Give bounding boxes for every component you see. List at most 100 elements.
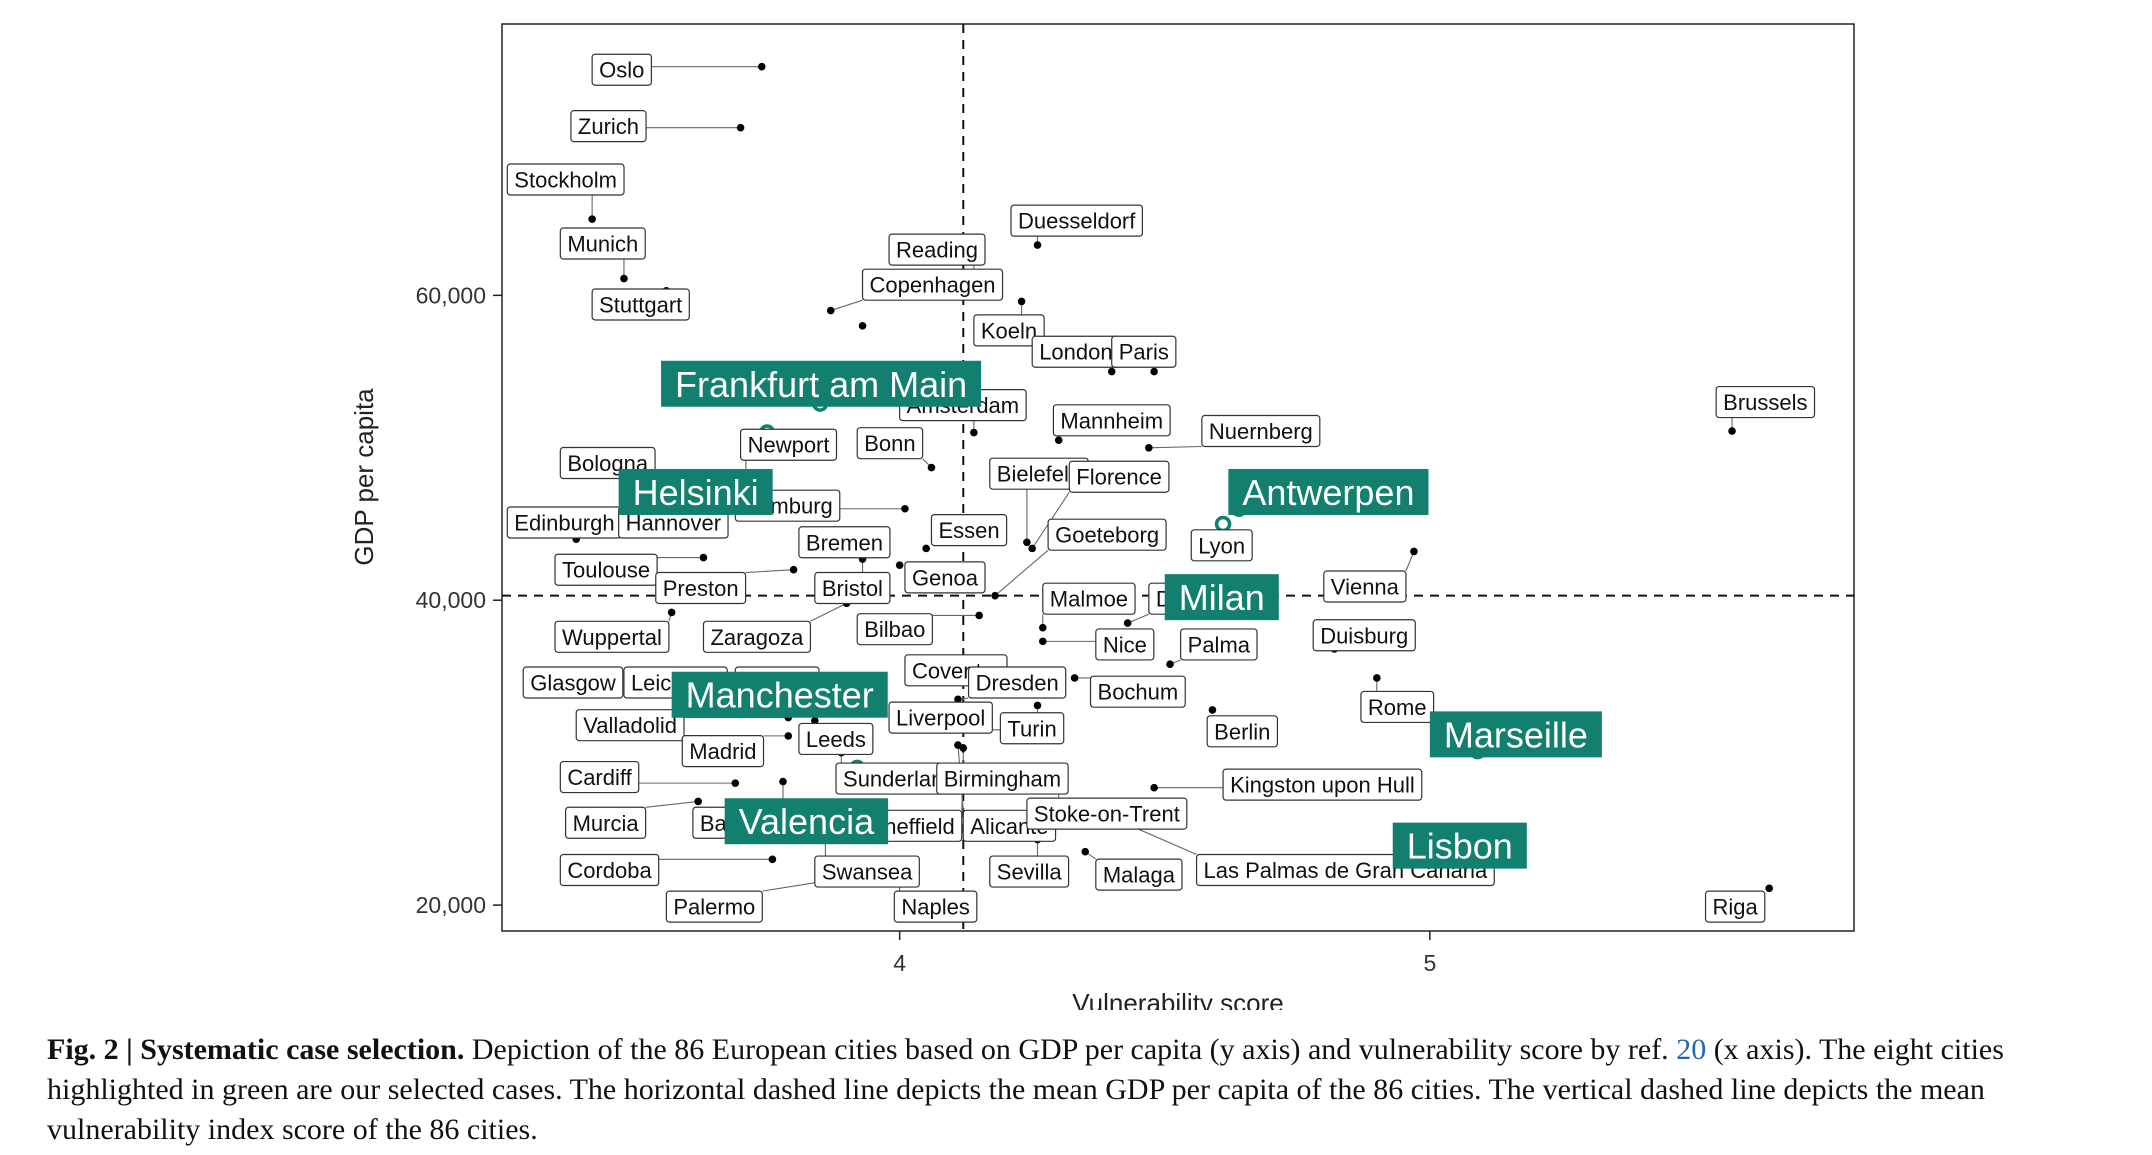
selected-city-label-box <box>1429 711 1602 758</box>
city-label-box <box>967 666 1067 699</box>
city-label-box <box>570 110 647 143</box>
label-connector <box>1127 613 1150 624</box>
city-point <box>991 591 999 600</box>
city-point <box>768 855 777 864</box>
city-label: Stoke-on-Trent <box>1034 802 1180 827</box>
city-label: Turin <box>1007 716 1056 741</box>
selected-city-point <box>1214 515 1232 533</box>
selected-city-label-box <box>1164 574 1279 621</box>
city-label-box <box>1704 890 1766 923</box>
selected-city-label-box <box>661 360 982 407</box>
selected-city-label: Valencia <box>739 801 875 842</box>
city-label: Preston <box>663 576 739 601</box>
city-point <box>1728 427 1736 435</box>
city-label: Sevilla <box>997 860 1063 885</box>
selected-city-label-box <box>618 468 773 515</box>
city-label-box <box>798 526 891 559</box>
city-label: Florence <box>1076 465 1162 490</box>
city-label-box <box>1323 570 1407 603</box>
city-label-box <box>1312 619 1416 652</box>
selected-city-label: Manchester <box>686 675 874 716</box>
city-label: Cordoba <box>567 858 652 883</box>
city-point <box>975 611 983 620</box>
city-label-box <box>973 314 1045 347</box>
caption-body-2: (x axis). The eight cities highlighted i… <box>47 1033 2004 1146</box>
city-point <box>895 561 904 569</box>
city-label-box <box>1180 628 1258 661</box>
city-point <box>731 779 740 787</box>
city-point <box>1410 547 1418 556</box>
city-point <box>757 62 766 71</box>
city-label-box <box>655 571 747 605</box>
city-label: Edinburgh <box>514 510 614 535</box>
city-point <box>736 123 745 132</box>
city-label: Toulouse <box>562 558 650 583</box>
city-point <box>922 544 930 553</box>
city-label-box <box>559 227 646 260</box>
city-label-box <box>814 571 891 605</box>
city-label: Stockholm <box>514 167 617 192</box>
city-label: Madrid <box>689 739 756 764</box>
selected-city-label: Antwerpen <box>1242 472 1414 513</box>
city-label: Glasgow <box>530 671 616 696</box>
city-label: Bristol <box>822 576 883 601</box>
city-label: Rome <box>1368 695 1427 720</box>
city-label-box <box>861 268 1004 301</box>
city-label: Bilbao <box>864 617 925 642</box>
city-point <box>1765 884 1773 893</box>
axes: 4 5 20,000 40,000 60,000 <box>416 282 1437 976</box>
x-tick-label: 4 <box>893 950 906 976</box>
city-label: Bonn <box>864 431 915 456</box>
city-label-box <box>1089 675 1186 708</box>
city-point <box>1023 538 1031 547</box>
city-label: Malaga <box>1103 863 1176 888</box>
selected-city-label: Frankfurt am Main <box>675 364 967 405</box>
city-label: Bremen <box>806 530 883 555</box>
city-label-box <box>1111 335 1177 368</box>
label-connector <box>994 549 1049 597</box>
city-label-box <box>888 701 993 734</box>
city-label: Vienna <box>1331 574 1400 599</box>
city-label-box <box>559 760 640 794</box>
city-label-box <box>1052 404 1171 437</box>
city-label-box <box>1360 690 1435 724</box>
city-label: Palermo <box>673 895 755 920</box>
city-point <box>1107 367 1116 376</box>
city-label-box <box>989 855 1070 888</box>
city-label: Bochum <box>1098 680 1179 705</box>
city-label: Valladolid <box>583 713 677 738</box>
city-label: Munich <box>567 232 638 257</box>
city-point <box>588 215 596 223</box>
city-label-box <box>739 428 838 461</box>
city-label: Zurich <box>578 114 639 139</box>
city-point <box>1166 660 1174 669</box>
city-label-box <box>1010 204 1143 237</box>
city-label: Wuppertal <box>562 625 662 650</box>
city-label: Brussels <box>1723 390 1807 415</box>
city-point <box>1373 674 1381 682</box>
label-connector <box>830 299 863 312</box>
caption-lead: Fig. 2 | Systematic case selection. <box>47 1033 465 1066</box>
city-point <box>927 463 936 472</box>
city-label: Goeteborg <box>1055 523 1159 548</box>
city-point <box>699 553 708 562</box>
city-label-box <box>888 233 986 266</box>
city-point <box>954 695 962 704</box>
city-label-box <box>681 735 765 768</box>
city-point <box>1208 706 1217 714</box>
city-label: London <box>1039 340 1112 365</box>
city-label-box <box>999 712 1065 745</box>
caption-body-1: Depiction of the 86 European cities base… <box>464 1033 1677 1066</box>
city-label-box <box>856 613 933 646</box>
city-label: Koeln <box>981 318 1037 343</box>
city-point <box>1145 443 1153 452</box>
city-label: Nuernberg <box>1209 419 1313 444</box>
city-label: Berlin <box>1214 719 1270 744</box>
caption-reference-link[interactable]: 20 <box>1676 1033 1707 1066</box>
selected-city-label-box <box>724 798 889 845</box>
label-connector <box>745 569 794 574</box>
figure-caption: Fig. 2 | Systematic case selection. Depi… <box>47 1030 2107 1150</box>
highlight-labels: Frankfurt am Main Helsinki Antwerpen Milan M… <box>618 360 1602 869</box>
city-label: Mannheim <box>1060 408 1163 433</box>
y-tick-label: 60,000 <box>416 282 486 308</box>
